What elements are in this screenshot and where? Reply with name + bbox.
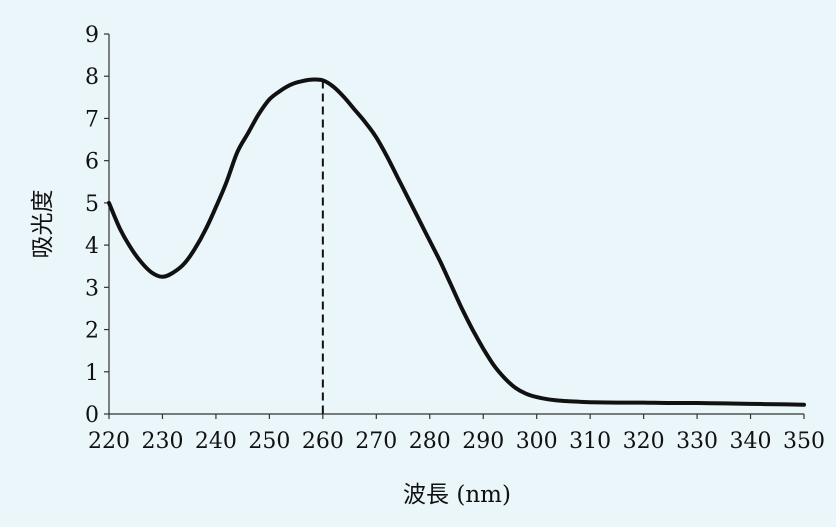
x-axis-title: 波長 (nm) [403,482,511,508]
y-tick-label: 5 [85,192,99,217]
y-tick-label: 7 [85,107,99,132]
y-tick-label: 9 [85,23,99,48]
absorbance-series-line [107,77,806,407]
x-tick-label: 300 [516,429,558,454]
y-tick-label: 6 [85,150,99,175]
x-tick-label: 320 [623,429,665,454]
plot-area: 0 1 2 3 4 5 6 7 8 9 220 230 240 250 260 270 280 290 300 310… [85,23,825,454]
y-tick-label: 0 [85,403,99,428]
y-tick-label: 4 [85,234,99,259]
y-tick-label: 2 [85,319,99,344]
y-tick-label: 1 [85,361,99,386]
x-tick-label: 340 [730,429,772,454]
x-tick-label: 280 [409,429,451,454]
y-axis-title: 吸光度 [30,190,56,259]
x-tick-label: 350 [783,429,825,454]
x-tick-label: 290 [462,429,504,454]
y-tick-label: 8 [85,65,99,90]
x-tick-label: 230 [141,429,183,454]
x-tick-label: 260 [302,429,344,454]
x-tick-label: 330 [676,429,718,454]
x-tick-label: 240 [195,429,237,454]
y-tick-label: 3 [85,276,99,301]
x-tick-label: 220 [88,429,130,454]
x-tick-label: 250 [248,429,290,454]
x-tick-label: 270 [355,429,397,454]
x-tick-label: 310 [569,429,611,454]
